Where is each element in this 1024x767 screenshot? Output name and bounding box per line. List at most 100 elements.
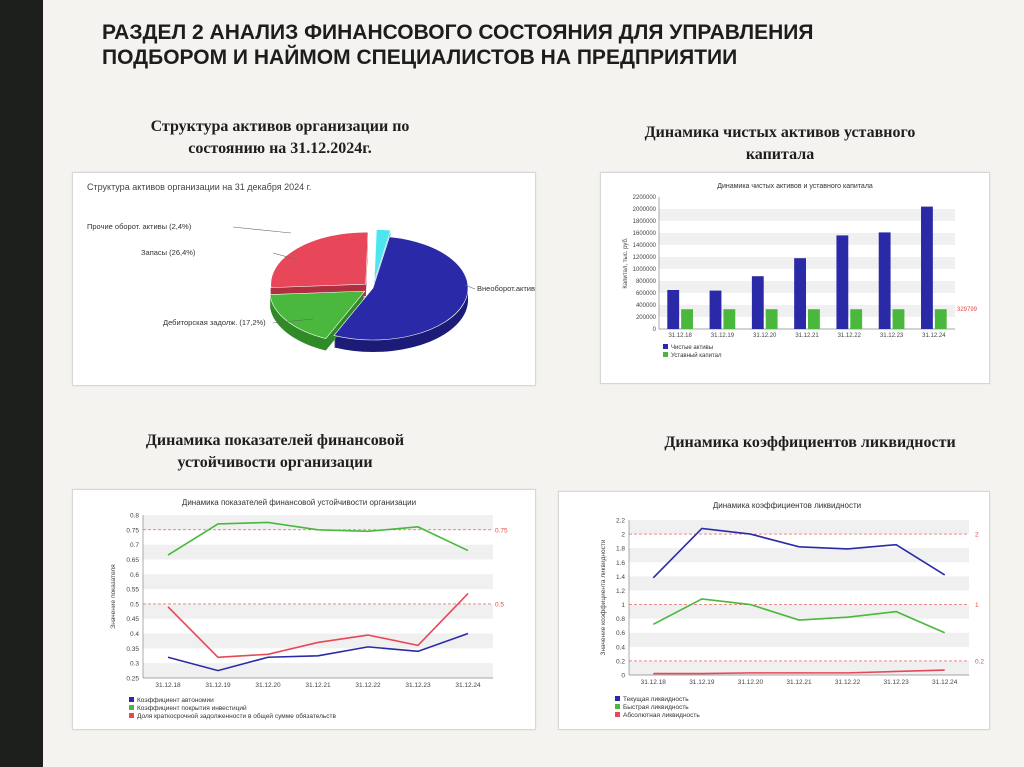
pie-leader-line	[232, 226, 292, 234]
grid-band	[629, 548, 969, 563]
bar-charter-capital	[808, 309, 820, 329]
grid-band	[629, 604, 969, 619]
legend-swatch	[615, 696, 620, 701]
legend-label: Коэффициент автономии	[137, 697, 214, 704]
legend-label: Коэффициент покрытия инвестиций	[137, 704, 247, 712]
fin-stability-line-chart: Динамика показателей финансовой устойчив…	[110, 498, 508, 720]
x-tick-label: 31.12.22	[355, 682, 381, 689]
x-tick-label: 31.12.19	[205, 682, 231, 689]
y-axis-label: Значение показателя	[110, 564, 117, 629]
grid-band	[143, 544, 493, 560]
x-tick-label: 31.12.24	[922, 333, 946, 339]
y-tick-label: 2200000	[633, 195, 657, 201]
left-decor-bar	[0, 0, 43, 767]
grid-band	[659, 257, 955, 269]
y-tick-label: 0.35	[126, 646, 139, 653]
x-tick-label: 31.12.19	[689, 679, 715, 686]
y-tick-label: 2.2	[616, 518, 625, 525]
legend-label: Текущая ликвидность	[623, 696, 689, 703]
y-tick-label: 0.65	[126, 557, 139, 564]
legend-swatch	[615, 712, 620, 717]
legend-swatch	[663, 352, 668, 357]
y-tick-label: 0.8	[616, 616, 625, 623]
page-title: РАЗДЕЛ 2 АНАЛИЗ ФИНАНСОВОГО СОСТОЯНИЯ ДЛ…	[102, 20, 1002, 70]
y-tick-label: 0.5	[130, 601, 139, 608]
y-tick-label: 0.75	[126, 527, 139, 534]
y-tick-label: 400000	[636, 303, 657, 309]
section-title-net-assets: Динамика чистых активов уставного капита…	[590, 122, 970, 166]
x-tick-label: 31.12.24	[455, 682, 481, 689]
y-tick-label: 200000	[636, 315, 657, 321]
pie-slice	[373, 229, 392, 282]
grid-band	[659, 233, 955, 245]
grid-band	[143, 603, 493, 619]
grid-band	[659, 281, 955, 293]
bar-charter-capital	[850, 309, 863, 329]
pie-slice	[333, 236, 469, 341]
y-tick-label: 800000	[636, 279, 657, 285]
x-tick-label: 31.12.20	[738, 679, 764, 686]
y-tick-label: 0	[653, 327, 657, 333]
y-tick-label: 1200000	[633, 255, 657, 261]
y-tick-label: 1.4	[616, 574, 625, 581]
y-tick-label: 1400000	[633, 243, 657, 249]
grid-band	[629, 576, 969, 591]
y-tick-label: 0	[621, 673, 625, 680]
y-tick-label: 0.2	[616, 658, 625, 665]
series-line	[652, 527, 946, 579]
bar-net-assets	[667, 290, 680, 329]
x-tick-label: 31.12.21	[786, 679, 812, 686]
pie-leader-line	[272, 252, 296, 260]
asset-structure-pie-chart: Структура активов организации на 31 дека…	[87, 182, 535, 352]
reference-label: 0.5	[495, 601, 504, 608]
y-tick-label: 0.4	[616, 644, 625, 651]
series-line	[652, 598, 946, 634]
grid-band	[143, 633, 493, 649]
bar-net-assets	[921, 206, 933, 329]
grid-band	[629, 632, 969, 647]
y-tick-label: 1800000	[633, 219, 657, 225]
legend-label: Абсолютная ликвидность	[623, 711, 700, 719]
y-axis-label: Капитал, тыс. руб.	[623, 237, 629, 288]
x-tick-label: 31.12.18	[155, 682, 181, 689]
series-line	[653, 669, 945, 675]
y-tick-label: 600000	[636, 291, 657, 297]
grid-band	[143, 574, 493, 590]
x-tick-label: 31.12.20	[753, 333, 777, 339]
bar-net-assets	[709, 290, 722, 329]
section-title-net-line2: капитала	[745, 146, 815, 163]
series-line	[167, 592, 469, 659]
grid-band	[143, 515, 493, 530]
y-tick-label: 1000000	[633, 267, 657, 273]
legend-label: Доля краткосрочной задолженности в общей…	[137, 712, 337, 720]
pie-slice-label: Дебиторская задолж. (17,2%)	[163, 318, 266, 327]
y-tick-label: 0.7	[130, 542, 139, 549]
y-tick-label: 0.3	[130, 661, 139, 668]
grid-band	[659, 305, 955, 317]
pie-slice	[270, 231, 369, 288]
section-title-fin-line1: Динамика показателей финансовой	[145, 432, 405, 449]
y-tick-label: 1.6	[616, 560, 625, 567]
section-title-assets: Структура активов организации по состоян…	[100, 116, 460, 160]
legend-label: Быстрая ликвидность	[623, 704, 689, 711]
chart-title: Динамика показателей финансовой устойчив…	[182, 498, 416, 507]
pie-leader-line	[464, 284, 476, 290]
y-tick-label: 1.2	[616, 588, 625, 595]
reference-label: 0.75	[495, 527, 508, 534]
pie-slice	[269, 290, 366, 339]
y-tick-label: 1600000	[633, 231, 657, 237]
x-tick-label: 31.12.21	[795, 333, 819, 339]
x-tick-label: 31.12.22	[838, 333, 862, 339]
x-tick-label: 31.12.23	[883, 679, 909, 686]
y-tick-label: 2	[621, 532, 625, 539]
bar-net-assets	[836, 235, 849, 329]
x-tick-label: 31.12.19	[711, 333, 735, 339]
reference-label: 2	[975, 532, 979, 539]
ref-value-label: 329799	[957, 307, 978, 313]
pie-leader-line	[272, 318, 314, 324]
section-title-liq-line1: Динамика коэффициентов ликвидности	[664, 434, 956, 451]
y-tick-label: 2000000	[633, 207, 657, 213]
chart-title: Динамика коэффициентов ликвидности	[713, 501, 861, 510]
y-tick-label: 0.55	[126, 587, 139, 594]
legend-label: Уставный капитал	[671, 352, 722, 359]
